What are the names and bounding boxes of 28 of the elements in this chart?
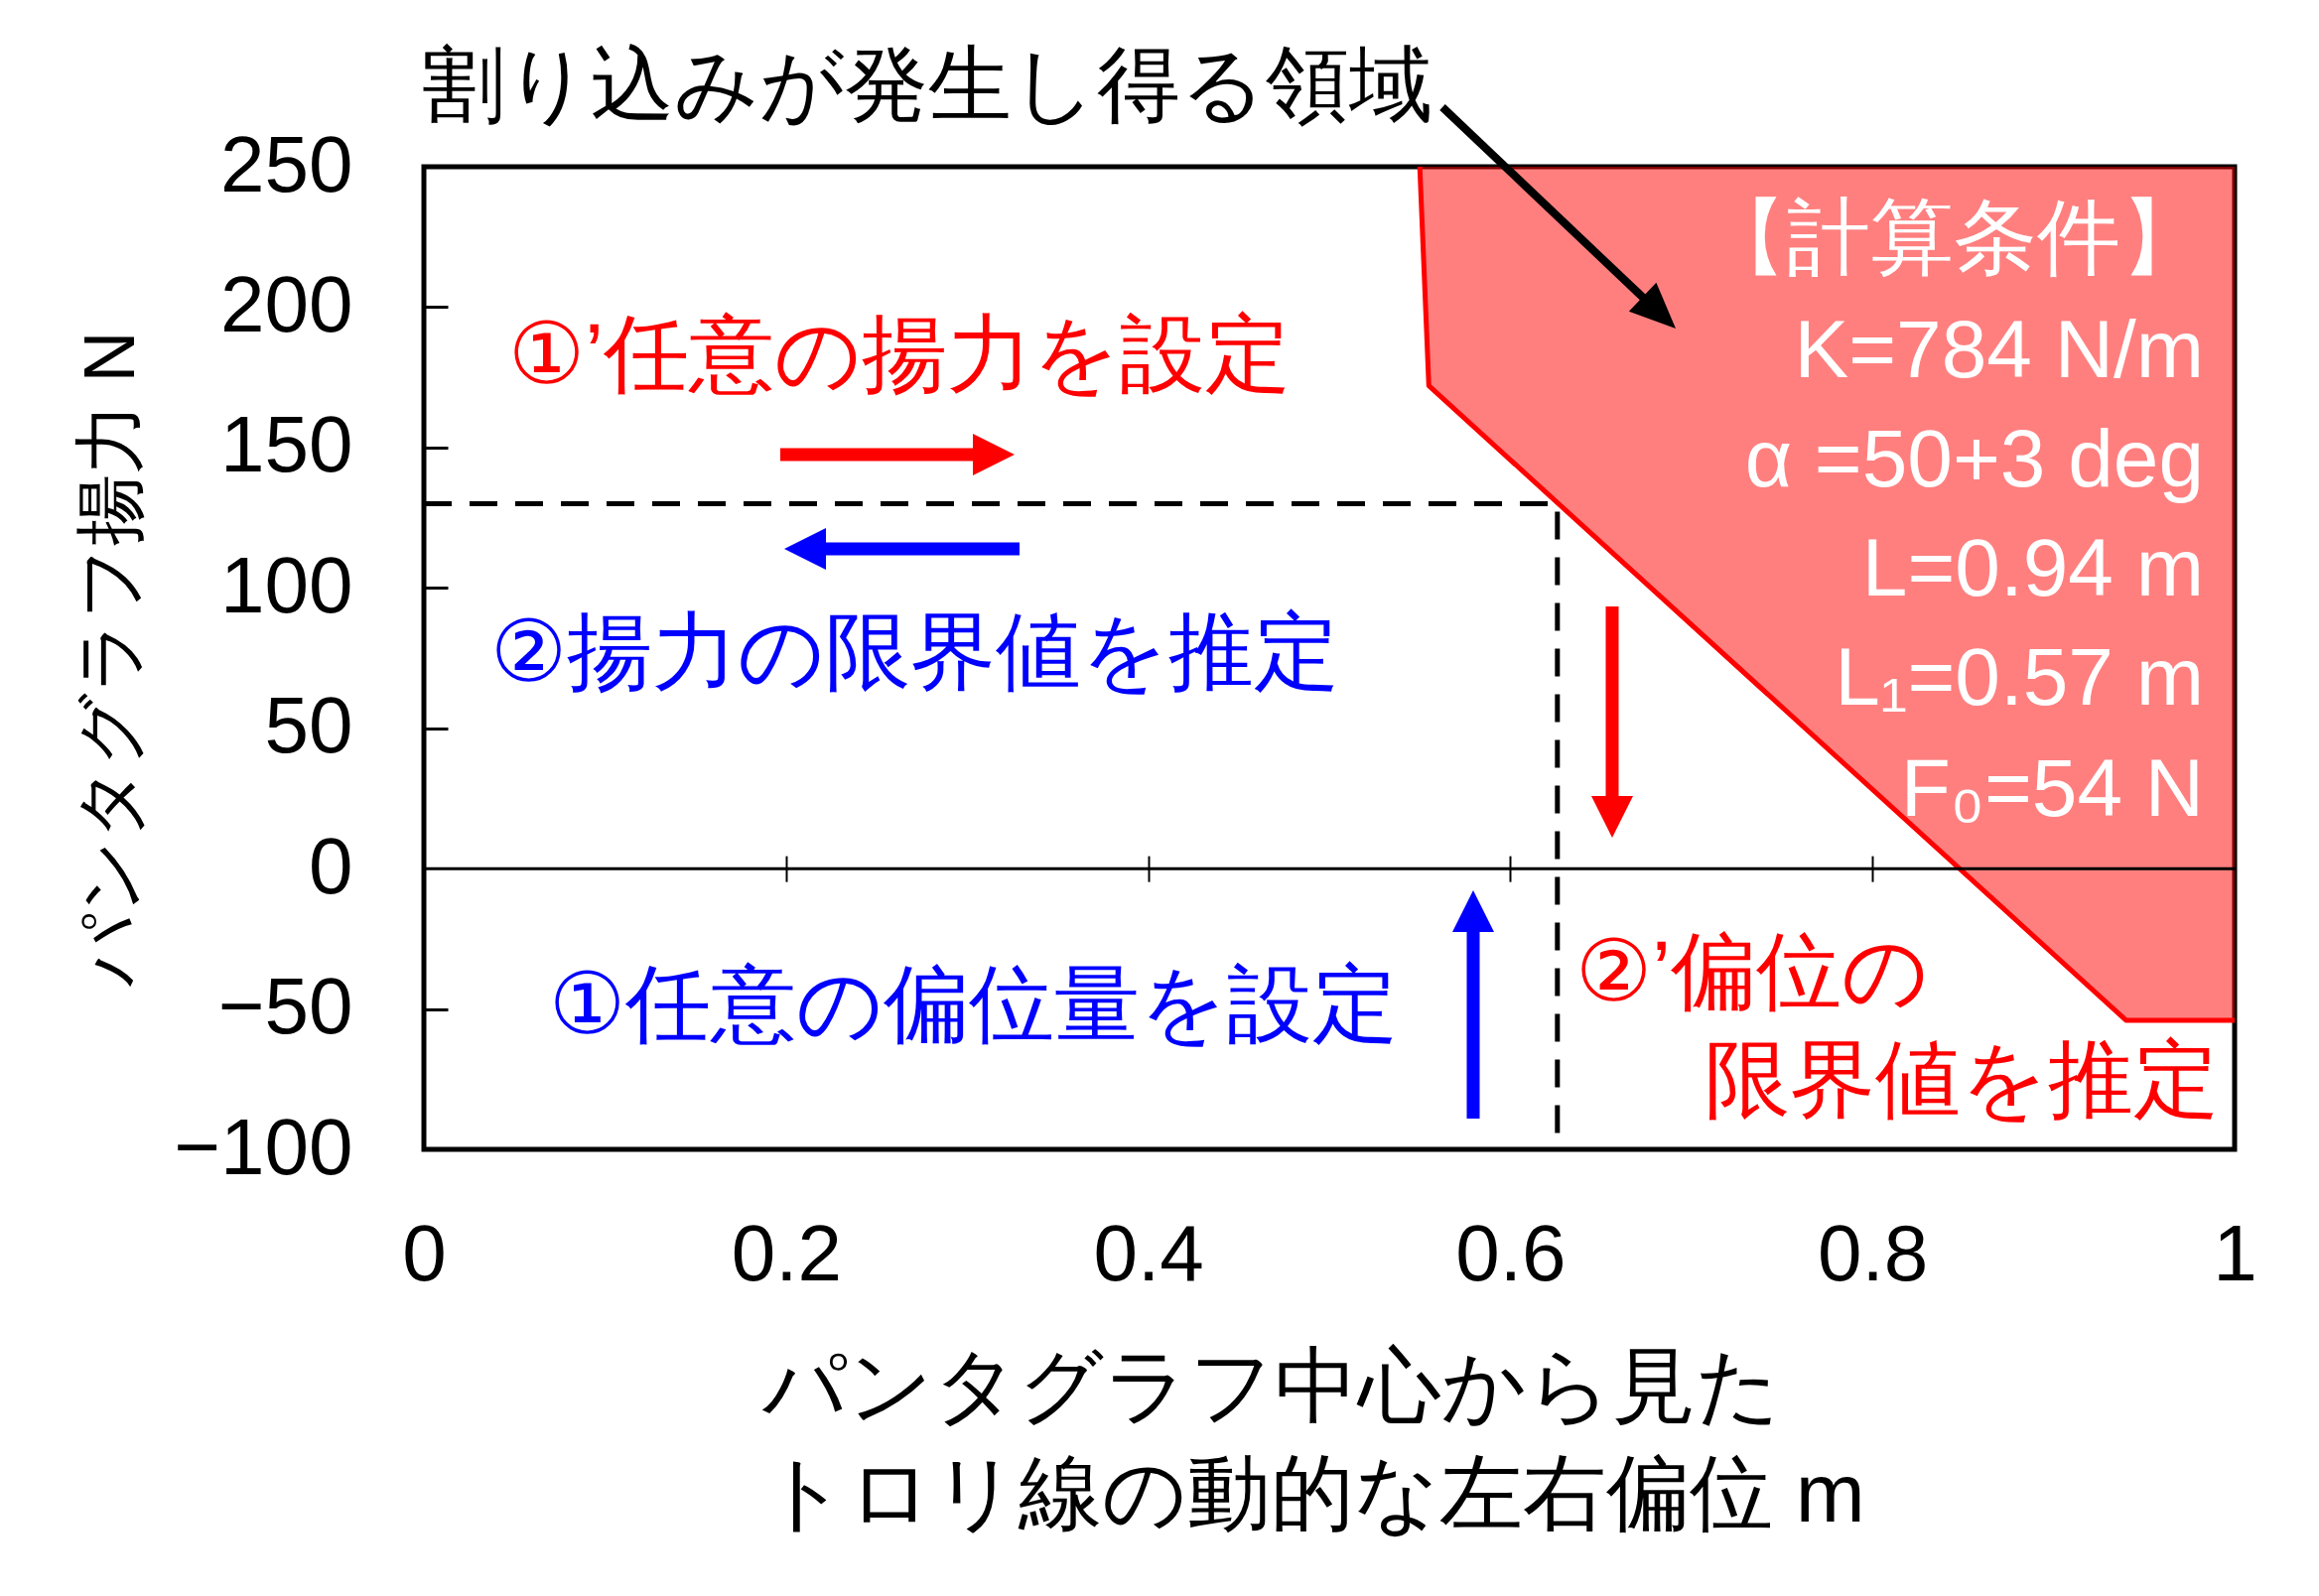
annotation: F₀=54 N	[1900, 742, 2204, 833]
y-tick-label: 100	[220, 540, 353, 629]
y-tick-label: 150	[220, 400, 353, 489]
x-axis-title: パンタグラフ中心から見たトロリ線の動的な左右偏位 m	[760, 1338, 1865, 1539]
annotation: ②’偏位の	[1575, 923, 1930, 1018]
annotation: ①任意の偏位量を設定	[549, 956, 1399, 1051]
y-axis-title: パンタグラフ揚力 N	[68, 331, 149, 988]
annotation: ①’任意の揚力を設定	[508, 306, 1292, 401]
x-tick-label: 0.8	[1818, 1208, 1929, 1297]
y-tick-label: 250	[220, 119, 353, 208]
annotation: K=784 N/m	[1794, 304, 2204, 394]
x-tick-label: 1	[2213, 1208, 2257, 1297]
y-tick-label: 50	[264, 681, 353, 770]
y-tick-label: 0	[309, 821, 353, 910]
annotation: 限界値を推定	[1705, 1031, 2219, 1127]
y-tick-label: 200	[220, 259, 353, 348]
x-tick-label: 0.4	[1093, 1208, 1204, 1297]
annotation: 【計算条件】	[1704, 191, 2204, 284]
x-tick-label: 0.6	[1455, 1208, 1567, 1297]
y-tick-label: −50	[217, 962, 353, 1051]
annotation: α =50+3 deg	[1744, 413, 2204, 503]
annotation: L=0.94 m	[1861, 522, 2204, 612]
text: 割り込みが発生し得る領域	[422, 38, 1432, 131]
annotation: L₁=0.57 m	[1835, 631, 2204, 722]
x-tick-label: 0	[402, 1208, 447, 1297]
y-tick-label: −100	[174, 1102, 353, 1191]
x-tick-label: 0.2	[731, 1208, 842, 1297]
annotation: ②揚力の限界値を推定	[490, 603, 1340, 699]
